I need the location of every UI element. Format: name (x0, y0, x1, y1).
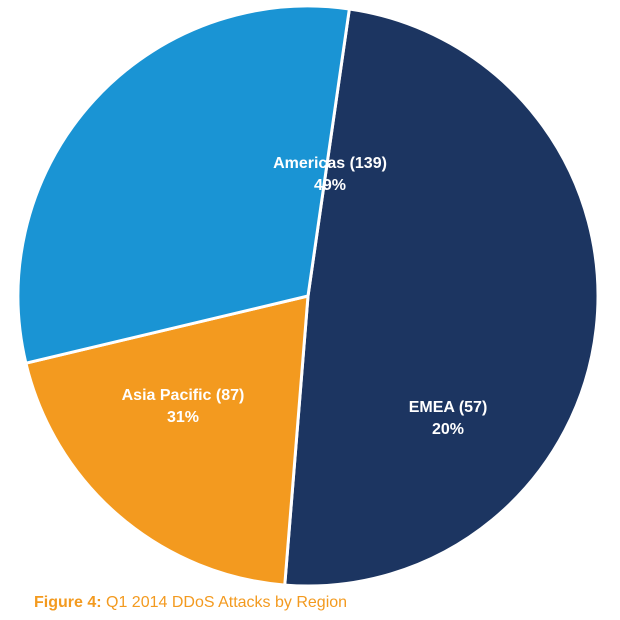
slice-percent-emea: 20% (432, 421, 464, 438)
figure-number: Figure 4: (34, 594, 102, 611)
slice-label-americas: Americas (139) (273, 155, 387, 172)
chart-title: Q1 2014 DDoS Attacks by Region (106, 594, 348, 611)
slice-percent-americas: 49% (314, 177, 346, 194)
slice-label-emea: EMEA (57) (409, 399, 488, 416)
slice-label-asia-pacific: Asia Pacific (87) (122, 387, 245, 404)
pie-slice-americas (283, 7, 600, 588)
slice-percent-asia-pacific: 31% (167, 409, 199, 426)
pie-slice-asia-pacific (16, 4, 351, 365)
chart-caption: Figure 4: Q1 2014 DDoS Attacks by Region (34, 594, 347, 612)
pie-slice-emea (24, 294, 310, 587)
